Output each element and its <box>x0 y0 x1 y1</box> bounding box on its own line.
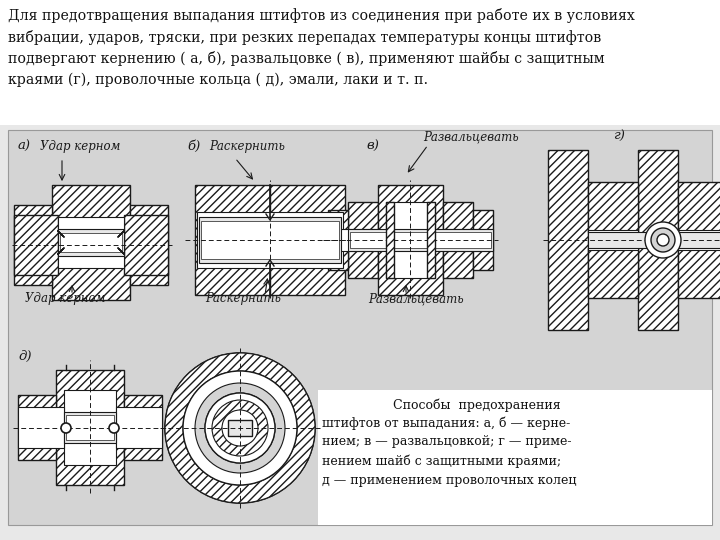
Bar <box>318 390 712 525</box>
Wedge shape <box>212 400 268 456</box>
Bar <box>378 185 443 295</box>
Bar <box>588 230 638 250</box>
Bar <box>328 229 378 251</box>
Text: Удар керном: Удар керном <box>25 292 105 305</box>
Bar <box>228 420 252 436</box>
Bar <box>66 415 114 440</box>
Bar <box>588 248 638 298</box>
Bar <box>443 229 493 251</box>
Bar <box>56 370 124 485</box>
Bar <box>386 202 435 278</box>
Text: д): д) <box>18 350 32 363</box>
Bar <box>199 217 341 263</box>
Bar <box>328 210 348 270</box>
Bar <box>348 202 378 232</box>
Bar <box>14 215 58 275</box>
Circle shape <box>205 393 275 463</box>
Circle shape <box>165 353 315 503</box>
Wedge shape <box>165 353 315 503</box>
Circle shape <box>651 228 675 252</box>
Text: Удар керном: Удар керном <box>40 140 120 153</box>
Bar <box>58 217 124 268</box>
Text: Для предотвращения выпадания штифтов из соединения при работе их в условиях
вибр: Для предотвращения выпадания штифтов из … <box>8 8 635 87</box>
Text: г): г) <box>613 130 625 143</box>
Text: а): а) <box>18 140 31 153</box>
Text: Развальцевать: Развальцевать <box>368 292 464 305</box>
Bar <box>197 212 343 268</box>
Bar <box>124 215 168 275</box>
Bar <box>588 182 638 232</box>
Text: Развальцевать: Развальцевать <box>423 130 518 143</box>
Circle shape <box>645 222 681 258</box>
Bar <box>195 185 270 295</box>
Bar <box>8 130 712 525</box>
Bar <box>18 395 56 460</box>
Text: б): б) <box>187 140 200 153</box>
Bar <box>201 221 339 259</box>
Text: Раскернить: Раскернить <box>209 140 285 153</box>
Wedge shape <box>195 383 285 473</box>
Bar <box>58 229 124 256</box>
Bar <box>548 150 588 330</box>
Bar <box>473 210 493 270</box>
Circle shape <box>657 234 669 246</box>
Bar <box>678 182 720 232</box>
Bar <box>588 232 720 248</box>
Bar <box>386 202 394 278</box>
Bar <box>60 233 122 252</box>
Bar <box>124 395 162 460</box>
Text: штифтов от выпадания: а, б — керне-
нием; в — развальцовкой; г — приме-
нением ш: штифтов от выпадания: а, б — керне- нием… <box>322 416 577 487</box>
Bar <box>350 232 491 248</box>
Bar <box>678 230 720 250</box>
Bar <box>443 202 473 232</box>
Bar <box>678 248 720 298</box>
Bar <box>348 248 378 278</box>
Bar <box>427 202 435 278</box>
Bar <box>443 248 473 278</box>
Bar <box>14 205 52 285</box>
Bar <box>130 205 168 285</box>
Text: Способы  предохранения: Способы предохранения <box>393 398 561 411</box>
Text: Раскернить: Раскернить <box>205 292 281 305</box>
Bar <box>116 407 162 448</box>
Bar <box>18 407 64 448</box>
Bar <box>64 390 116 465</box>
Circle shape <box>183 371 297 485</box>
Bar <box>348 229 493 251</box>
Bar <box>52 185 130 300</box>
Circle shape <box>61 423 71 433</box>
Circle shape <box>109 423 119 433</box>
Bar <box>638 150 678 330</box>
Text: в): в) <box>366 140 379 153</box>
Bar <box>0 0 720 125</box>
Bar <box>64 412 116 443</box>
Bar <box>270 185 345 295</box>
